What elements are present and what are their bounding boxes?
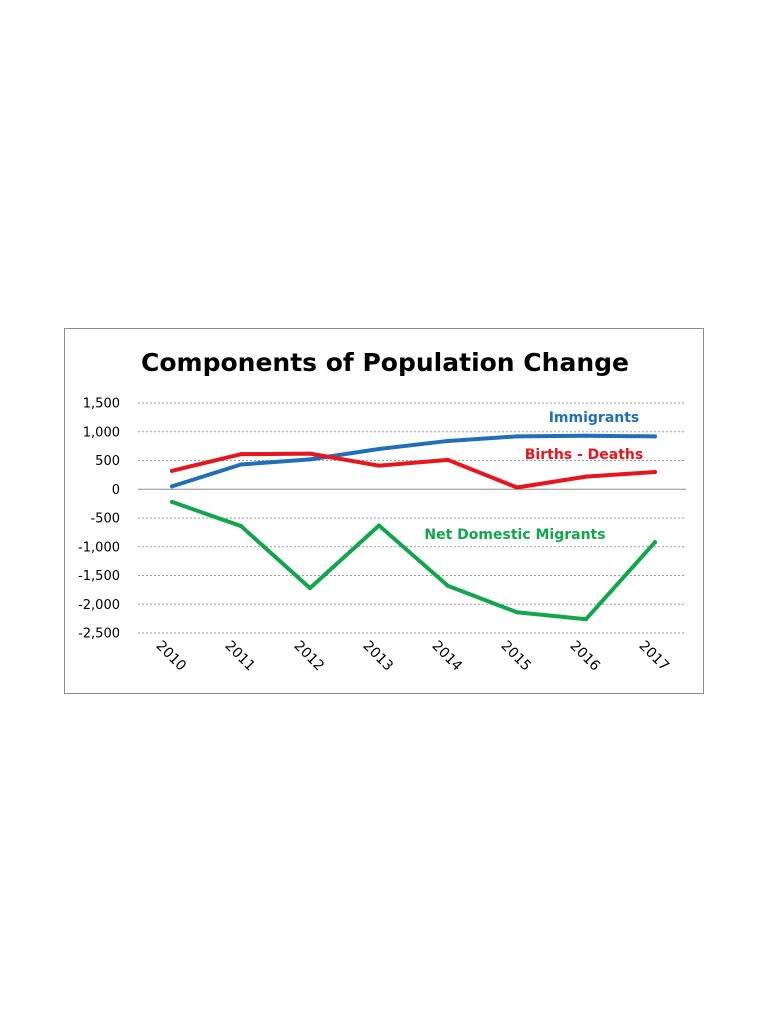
chart-frame: Components of Population Change 1,500 1,0…: [64, 328, 704, 694]
y-tick-label: -1,000: [78, 540, 120, 555]
x-axis-tick-labels: 2010 2011 2012 2013 2014 2015 2016 2017: [153, 638, 673, 675]
data-point-births-deaths: [308, 451, 312, 456]
series-lines: [170, 433, 657, 622]
line-chart: Components of Population Change 1,500 1,0…: [78, 348, 686, 675]
data-point-births-deaths: [377, 463, 381, 468]
y-tick-label: 500: [95, 454, 120, 469]
series-line-net-domestic-migrants: [170, 499, 657, 622]
data-point-immigrants: [446, 438, 450, 443]
data-point-net-domestic-migrants: [170, 499, 174, 504]
x-tick-label: 2012: [291, 638, 328, 675]
data-point-net-domestic-migrants: [653, 540, 657, 545]
data-point-immigrants: [308, 457, 312, 462]
y-tick-label: 1,000: [83, 425, 120, 440]
x-tick-label: 2011: [222, 638, 259, 675]
x-tick-label: 2010: [153, 638, 190, 675]
series-label-immigrants: Immigrants: [549, 410, 640, 426]
data-point-births-deaths: [653, 470, 657, 474]
y-tick-label: -2,500: [78, 627, 120, 642]
data-point-births-deaths: [446, 457, 450, 462]
series-label-births-deaths: Births - Deaths: [525, 447, 643, 463]
data-point-net-domestic-migrants: [446, 583, 450, 588]
data-point-immigrants: [653, 434, 657, 439]
data-point-immigrants: [377, 447, 381, 451]
data-point-net-domestic-migrants: [584, 617, 588, 622]
series-line-immigrants: [170, 433, 657, 489]
series-line-births-deaths: [170, 451, 657, 490]
data-point-immigrants: [239, 462, 243, 467]
chart-title: Components of Population Change: [141, 348, 629, 377]
series-labels: Immigrants Births - Deaths Net Domestic Mi…: [424, 410, 643, 543]
data-point-net-domestic-migrants: [308, 586, 312, 591]
y-tick-label: 0: [112, 483, 120, 498]
data-point-net-domestic-migrants: [239, 524, 243, 529]
data-point-immigrants: [584, 433, 588, 438]
gridlines: [138, 402, 686, 634]
x-tick-label: 2017: [636, 638, 673, 675]
x-tick-label: 2015: [498, 638, 535, 675]
data-point-net-domestic-migrants: [377, 523, 381, 528]
y-tick-label: -1,500: [78, 569, 120, 584]
data-point-births-deaths: [239, 452, 243, 457]
data-point-births-deaths: [170, 468, 174, 473]
y-axis-tick-labels: 1,500 1,000 500 0 -500 -1,000 -1,500 -2,000 -2,5…: [78, 397, 120, 642]
data-point-immigrants: [170, 484, 174, 489]
y-tick-label: 1,500: [83, 397, 120, 412]
data-point-births-deaths: [515, 485, 519, 490]
data-point-births-deaths: [584, 474, 588, 479]
data-point-immigrants: [515, 434, 519, 439]
y-tick-label: -500: [90, 512, 120, 527]
x-tick-label: 2016: [567, 638, 604, 675]
x-tick-label: 2014: [429, 638, 466, 675]
data-point-net-domestic-migrants: [515, 610, 519, 615]
series-label-net-domestic-migrants: Net Domestic Migrants: [424, 527, 605, 543]
y-tick-label: -2,000: [78, 598, 120, 613]
x-tick-label: 2013: [360, 638, 397, 675]
